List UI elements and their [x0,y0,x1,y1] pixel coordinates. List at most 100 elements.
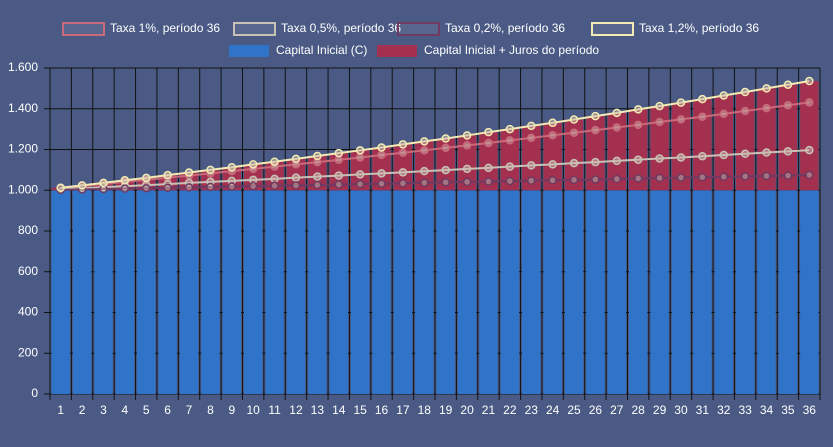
bar [393,190,413,394]
legend-swatch [62,22,105,36]
bar [757,88,776,191]
point [505,136,515,145]
point [633,105,643,114]
point [441,165,450,175]
point [184,183,194,192]
point [762,148,771,157]
point [633,120,643,130]
bar [457,190,477,394]
point [676,153,686,162]
point [655,101,664,111]
point [334,171,343,180]
y-tick-label: 1.200 [8,142,38,156]
y-tick-label: 400 [18,305,38,319]
bar [650,190,669,394]
x-tick-label: 18 [418,403,432,417]
point [420,178,429,187]
bar [522,190,541,394]
point [77,181,87,190]
point [462,164,472,174]
bar [244,190,263,394]
bar [350,190,370,394]
point [698,112,707,121]
point [762,84,771,93]
x-tick-label: 27 [610,403,624,417]
point [227,162,237,172]
x-tick-label: 29 [653,403,667,417]
bar [94,190,113,394]
point [355,170,365,179]
point [441,143,450,153]
point [142,173,151,183]
point [762,103,771,113]
bar [586,116,605,191]
bar [629,190,648,394]
point [548,130,557,140]
point [612,123,622,132]
bar [543,190,562,394]
legend-label: Taxa 1%, período 36 [110,21,220,35]
y-tick-label: 1.400 [8,101,38,115]
x-tick-label: 7 [186,403,193,417]
bar [158,190,177,394]
y-tick-label: 1.000 [8,182,38,196]
point [612,156,622,166]
x-tick-label: 2 [79,403,86,417]
legend-label: Taxa 0,2%, período 36 [445,21,565,35]
x-tick-label: 33 [738,403,752,417]
point [676,98,686,107]
bar [393,144,413,191]
bar [51,190,70,394]
point [783,147,793,156]
legend-label: Taxa 1,2%, período 36 [639,21,759,35]
x-tick-label: 28 [632,403,646,417]
bar [800,190,819,394]
point [569,115,579,124]
bar [308,190,327,394]
point [505,176,515,186]
bar [286,190,306,394]
point [719,172,728,182]
point [740,149,750,159]
point [420,146,429,155]
point [206,182,215,192]
legend-swatch [377,45,417,57]
point [120,176,130,185]
bar [72,190,92,394]
x-tick-label: 35 [781,403,795,417]
point [484,163,493,173]
point [377,169,386,178]
bar [693,99,712,191]
point [420,137,429,146]
x-tick-label: 15 [353,403,367,417]
x-tick-label: 21 [482,403,496,417]
legend-swatch [233,22,276,36]
bar [479,190,498,394]
bar [222,190,241,394]
x-tick-label: 13 [311,403,325,417]
x-tick-label: 26 [589,403,603,417]
point [398,179,408,188]
x-tick-label: 19 [439,403,453,417]
x-tick-label: 24 [546,403,560,417]
point [270,157,279,166]
bar [586,190,605,394]
x-tick-label: 10 [247,403,261,417]
x-tick-label: 6 [164,403,171,417]
point [719,150,728,160]
point [313,172,322,181]
x-tick-label: 34 [760,403,774,417]
bar [714,190,733,394]
y-tick-label: 0 [31,386,38,400]
x-tick-label: 32 [717,403,731,417]
point [99,178,108,188]
x-tick-label: 25 [567,403,581,417]
legend-label: Taxa 0,5%, período 36 [281,21,401,35]
point [698,172,707,182]
legend-swatch [591,22,634,36]
point [462,177,472,187]
point [783,80,793,89]
point [248,181,258,191]
bar [179,190,199,394]
x-tick-label: 36 [803,403,817,417]
